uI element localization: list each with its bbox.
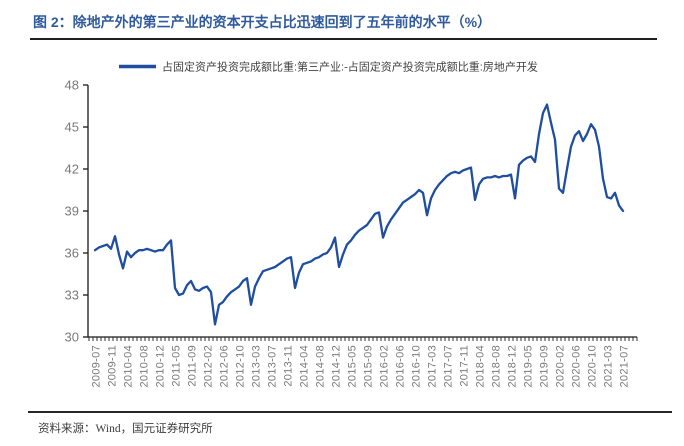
svg-text:2019-05: 2019-05 [523, 345, 535, 387]
svg-text:30: 30 [65, 330, 79, 345]
svg-text:2010-04: 2010-04 [123, 345, 135, 387]
svg-text:2010-12: 2010-12 [155, 345, 167, 387]
svg-text:36: 36 [65, 246, 79, 261]
svg-text:2011-09: 2011-09 [187, 345, 199, 387]
svg-text:2016-06: 2016-06 [395, 345, 407, 387]
series-line [93, 103, 625, 326]
svg-text:2009-07: 2009-07 [91, 345, 103, 387]
svg-text:2014-08: 2014-08 [315, 345, 327, 387]
source-note: 资料来源：Wind，国元证券研究所 [38, 423, 213, 435]
svg-text:2015-05: 2015-05 [347, 345, 359, 387]
svg-text:2020-10: 2020-10 [587, 345, 599, 387]
svg-text:48: 48 [65, 78, 79, 93]
svg-text:2013-11: 2013-11 [283, 345, 295, 387]
svg-text:2020-06: 2020-06 [571, 345, 583, 387]
svg-text:2010-08: 2010-08 [139, 345, 151, 387]
svg-text:2016-10: 2016-10 [411, 345, 423, 387]
svg-text:2014-12: 2014-12 [331, 345, 343, 387]
footer-divider [28, 411, 672, 413]
svg-text:2014-04: 2014-04 [299, 345, 311, 387]
svg-text:2013-07: 2013-07 [267, 345, 279, 387]
svg-text:2017-11: 2017-11 [459, 345, 471, 387]
svg-text:2015-09: 2015-09 [363, 345, 375, 387]
x-axis-ticks [88, 337, 638, 341]
axes [87, 85, 637, 338]
svg-text:33: 33 [65, 288, 79, 303]
svg-text:45: 45 [65, 120, 79, 135]
svg-text:2021-07: 2021-07 [619, 345, 631, 387]
svg-text:42: 42 [65, 162, 79, 177]
svg-text:2018-08: 2018-08 [491, 345, 503, 387]
svg-text:2012-02: 2012-02 [203, 345, 215, 387]
y-axis-labels: 30 33 36 39 42 45 48 [65, 78, 88, 345]
svg-text:2012-10: 2012-10 [235, 345, 247, 387]
svg-text:2016-02: 2016-02 [379, 345, 391, 387]
x-axis-labels: 2009-07 2009-11 2010-04 2010-08 2010-12 2011-… [91, 345, 631, 387]
figure-title: 图 2：除地产外的第三产业的资本开支占比迅速回到了五年前的水平（%） [33, 14, 492, 30]
svg-text:2020-02: 2020-02 [555, 345, 567, 387]
svg-text:2017-07: 2017-07 [443, 345, 455, 387]
svg-text:2017-03: 2017-03 [427, 345, 439, 387]
svg-text:2011-05: 2011-05 [171, 345, 183, 387]
svg-text:2013-03: 2013-03 [251, 345, 263, 387]
svg-text:2012-06: 2012-06 [219, 345, 231, 387]
legend-label: 占固定资产投资完成额比重:第三产业:-占固定资产投资完成额比重:房地产开发 [162, 60, 538, 74]
svg-text:2019-09: 2019-09 [539, 345, 551, 387]
svg-text:2021-03: 2021-03 [603, 345, 615, 387]
title-divider [30, 38, 657, 40]
svg-text:39: 39 [65, 204, 79, 219]
chart-legend: 占固定资产投资完成额比重:第三产业:-占固定资产投资完成额比重:房地产开发 [119, 60, 538, 74]
svg-text:2009-11: 2009-11 [107, 345, 119, 387]
svg-text:2018-12: 2018-12 [507, 345, 519, 387]
svg-text:2018-04: 2018-04 [475, 345, 487, 387]
